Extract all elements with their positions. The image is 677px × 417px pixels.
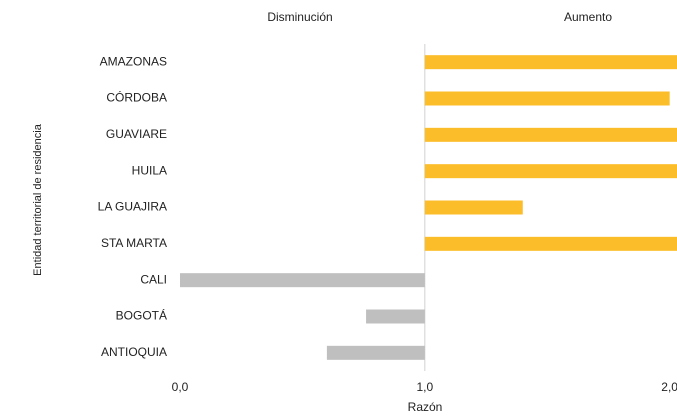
x-tick-label: 0,0: [172, 380, 189, 394]
annotation: Aumento: [564, 10, 612, 24]
bar: [424, 127, 677, 142]
y-tick-label: STA MARTA: [101, 236, 167, 250]
bar: [424, 164, 677, 179]
y-tick-label: LA GUAJIRA: [98, 200, 167, 214]
y-axis-label: Entidad territorial de residencia: [32, 123, 44, 276]
bar: [366, 309, 425, 324]
bar: [326, 345, 425, 360]
bar: [180, 273, 425, 288]
bar: [424, 91, 670, 106]
x-tick-label: 1,0: [416, 380, 433, 394]
bar: [424, 200, 523, 215]
y-tick-label: HUILA: [132, 163, 167, 177]
y-tick-label: AMAZONAS: [100, 54, 167, 68]
bar: [424, 55, 677, 70]
annotation: Disminución: [267, 10, 332, 24]
y-tick-label: CALI: [140, 272, 167, 286]
bar: [424, 236, 677, 251]
y-tick-label: CÓRDOBA: [106, 90, 167, 105]
y-tick-label: ANTIOQUIA: [101, 345, 167, 359]
x-tick-label: 2,0: [661, 380, 677, 394]
x-axis-label: Razón: [408, 400, 443, 414]
y-tick-label: BOGOTÁ: [116, 308, 167, 323]
y-tick-label: GUAVIARE: [106, 127, 167, 141]
